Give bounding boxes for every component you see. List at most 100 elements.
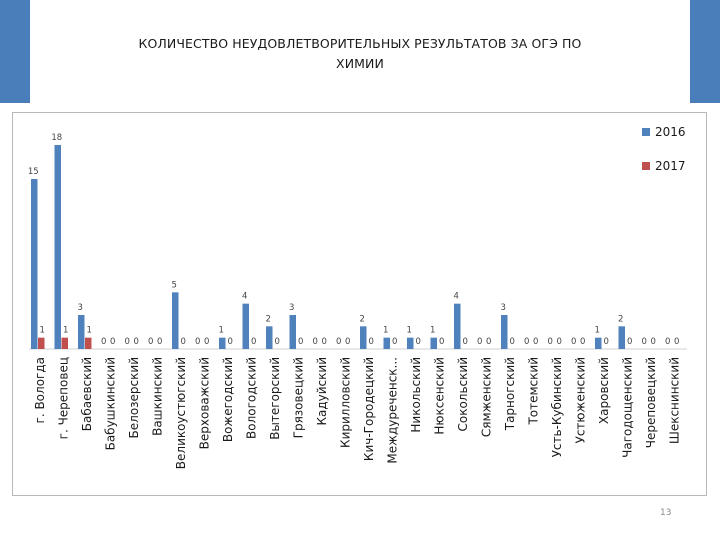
category-label-27: Шекснинский: [667, 357, 681, 444]
category-label-12: Кадуйский: [315, 357, 329, 426]
category-label-5: Вашкинский: [150, 357, 164, 436]
data-label-2016-21: 0: [524, 337, 529, 347]
category-label-15: Междуреченск...: [385, 357, 399, 464]
data-label-2017-22: 0: [557, 337, 562, 347]
category-label-1: г. Череповец: [56, 357, 70, 439]
data-label-2016-12: 0: [313, 337, 318, 347]
data-label-2017-8: 0: [228, 337, 233, 347]
category-label-13: Кирилловский: [338, 357, 352, 448]
data-label-2017-19: 0: [486, 337, 491, 347]
data-label-2016-25: 2: [618, 314, 623, 324]
category-label-25: Чагодощенский: [620, 357, 634, 458]
data-label-2017-25: 0: [627, 337, 632, 347]
data-label-2016-5: 0: [148, 337, 153, 347]
category-label-3: Бабушкинский: [103, 357, 117, 450]
data-label-2017-10: 0: [275, 337, 280, 347]
slide-title: КОЛИЧЕСТВО НЕУДОВЛЕТВОРИТЕЛЬНЫХ РЕЗУЛЬТА…: [30, 34, 690, 74]
data-label-2017-20: 0: [510, 337, 515, 347]
data-label-2016-17: 1: [430, 326, 435, 336]
data-label-2017-5: 0: [157, 337, 162, 347]
data-label-2016-24: 1: [595, 326, 600, 336]
category-label-23: Устюженский: [573, 357, 587, 443]
data-label-2016-2: 3: [78, 303, 83, 313]
data-label-2016-9: 4: [242, 292, 247, 302]
data-label-2017-27: 0: [674, 337, 679, 347]
data-label-2016-3: 0: [101, 337, 106, 347]
page-number: 13: [660, 508, 672, 518]
data-label-2016-20: 3: [501, 303, 506, 313]
bar-2016-10: [266, 326, 273, 349]
data-label-2016-14: 2: [360, 314, 365, 324]
data-label-2017-6: 0: [181, 337, 186, 347]
data-label-2016-18: 4: [454, 292, 459, 302]
data-label-2016-15: 1: [383, 326, 388, 336]
category-label-6: Великоустюгский: [174, 357, 188, 469]
data-label-2017-0: 1: [40, 326, 45, 336]
data-label-2016-27: 0: [665, 337, 670, 347]
bar-2016-20: [501, 315, 508, 349]
bar-2017-2: [85, 337, 92, 349]
legend-swatch-2017: [642, 162, 650, 170]
data-label-2017-3: 0: [110, 337, 115, 347]
bar-2016-18: [454, 303, 461, 349]
data-label-2017-15: 0: [392, 337, 397, 347]
data-label-2017-14: 0: [369, 337, 374, 347]
data-label-2016-11: 3: [289, 303, 294, 313]
data-label-2016-13: 0: [336, 337, 341, 347]
data-label-2017-23: 0: [580, 337, 585, 347]
category-label-24: Харовский: [597, 357, 611, 424]
category-label-4: Белозерский: [127, 357, 141, 438]
legend-label-2016: 2016: [655, 125, 686, 139]
data-label-2016-0: 15: [28, 167, 39, 177]
data-label-2016-23: 0: [571, 337, 576, 347]
data-label-2017-13: 0: [345, 337, 350, 347]
category-label-16: Никольский: [409, 357, 423, 433]
bar-2016-15: [383, 337, 390, 349]
data-label-2016-4: 0: [125, 337, 130, 347]
slide-title-line1: КОЛИЧЕСТВО НЕУДОВЛЕТВОРИТЕЛЬНЫХ РЕЗУЛЬТА…: [138, 36, 582, 51]
data-label-2017-9: 0: [251, 337, 256, 347]
category-label-26: Череповецкий: [644, 357, 658, 448]
bar-2016-17: [430, 337, 437, 349]
data-label-2017-12: 0: [322, 337, 327, 347]
bar-2016-6: [172, 292, 179, 349]
bar-2016-1: [54, 145, 61, 349]
data-label-2017-18: 0: [463, 337, 468, 347]
data-label-2017-24: 0: [604, 337, 609, 347]
data-label-2017-16: 0: [416, 337, 421, 347]
category-label-7: Верховажский: [197, 357, 211, 449]
data-label-2017-7: 0: [204, 337, 209, 347]
bar-2016-25: [618, 326, 625, 349]
title-banner: [0, 0, 720, 103]
bar-2016-24: [595, 337, 602, 349]
category-label-20: Тарногский: [503, 357, 517, 431]
title-banner-panel: [30, 0, 690, 103]
data-label-2016-10: 2: [266, 314, 271, 324]
data-label-2016-1: 18: [51, 133, 62, 143]
legend-swatch-2016: [642, 128, 650, 136]
category-label-21: Тотемский: [526, 357, 540, 426]
data-label-2016-7: 0: [195, 337, 200, 347]
category-label-2: Бабаевский: [80, 357, 94, 431]
data-label-2016-19: 0: [477, 337, 482, 347]
data-label-2017-17: 0: [439, 337, 444, 347]
data-label-2017-1: 1: [63, 326, 68, 336]
data-label-2016-6: 5: [172, 280, 177, 290]
category-label-14: Кич-Городецкий: [362, 357, 376, 461]
chart-frame: 15 1 г. Вологда 18 1 г. Череповец 3 1 Бабаевский…: [12, 112, 707, 496]
data-label-2017-21: 0: [533, 337, 538, 347]
category-label-22: Усть-Кубинский: [550, 357, 564, 457]
category-label-19: Сямженский: [479, 357, 493, 437]
category-label-18: Сокольский: [456, 357, 470, 432]
bar-2016-2: [78, 315, 85, 349]
slide-title-line2: ХИМИИ: [336, 56, 384, 71]
bar-2016-14: [360, 326, 367, 349]
data-label-2017-4: 0: [134, 337, 139, 347]
legend-label-2017: 2017: [655, 159, 686, 173]
category-label-9: Вологодский: [244, 357, 258, 439]
category-label-0: г. Вологда: [33, 357, 47, 423]
bar-2017-0: [38, 337, 45, 349]
data-label-2016-16: 1: [407, 326, 412, 336]
category-label-10: Вытегорский: [268, 357, 282, 440]
data-label-2016-22: 0: [548, 337, 553, 347]
